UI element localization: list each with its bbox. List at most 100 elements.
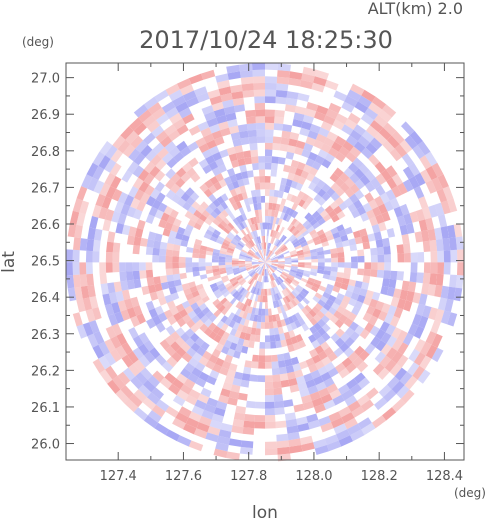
radar-cell: [257, 267, 262, 274]
radar-cell: [252, 69, 265, 77]
radar-cell: [352, 286, 362, 295]
radar-cell: [397, 182, 408, 195]
radar-cell: [278, 204, 285, 213]
radar-cell: [293, 288, 300, 296]
radar-cell: [225, 266, 233, 271]
radar-cell: [375, 239, 384, 248]
radar-cell: [165, 249, 173, 257]
radar-cell: [297, 422, 310, 432]
radar-cell: [272, 216, 277, 224]
radar-cell: [138, 109, 152, 123]
radar-cell: [154, 422, 169, 436]
radar-cell: [290, 159, 300, 168]
radar-cell: [188, 357, 199, 368]
radar-cell: [246, 266, 253, 270]
radar-cell: [272, 374, 281, 382]
radar-cell: [231, 314, 239, 322]
radar-cell: [377, 254, 385, 263]
radar-cell: [404, 252, 411, 263]
radar-cell: [182, 201, 192, 211]
radar-cell: [288, 284, 295, 291]
radar-cell: [277, 277, 283, 284]
radar-cell: [184, 305, 194, 315]
radar-cell: [372, 308, 382, 319]
radar-cell: [386, 347, 398, 360]
radar-cell: [277, 257, 285, 260]
radar-cell: [190, 172, 201, 183]
radar-cell: [302, 400, 314, 411]
radar-cell: [290, 322, 298, 330]
radar-cell: [200, 201, 209, 210]
radar-cell: [281, 130, 291, 139]
radar-cell: [291, 280, 299, 287]
radar-cell: [214, 136, 225, 146]
radar-cell: [335, 276, 344, 284]
radar-cell: [274, 279, 280, 286]
radar-cell: [311, 285, 319, 293]
radar-cell: [206, 139, 217, 150]
radar-cell: [249, 334, 256, 342]
radar-cell: [287, 344, 295, 353]
radar-cell: [261, 242, 264, 250]
radar-cell: [261, 262, 265, 269]
radar-cell: [158, 296, 167, 306]
radar-cell: [297, 92, 310, 102]
radar-cell: [252, 287, 257, 294]
radar-cell: [242, 177, 250, 186]
radar-cell: [105, 365, 118, 380]
radar-cell: [278, 366, 287, 375]
radar-cell: [301, 307, 309, 316]
radar-cell: [290, 194, 298, 203]
radar-cell: [280, 339, 288, 348]
radar-cell: [281, 272, 288, 278]
radar-cell: [235, 234, 242, 241]
radar-cell: [391, 186, 402, 198]
radar-cell: [247, 241, 253, 248]
radar-cell: [422, 305, 432, 318]
radar-cell: [243, 198, 250, 206]
radar-cell: [388, 278, 397, 289]
radar-cell: [274, 248, 280, 254]
radar-cell: [273, 272, 279, 279]
radar-cell: [383, 270, 391, 279]
radar-cell: [109, 348, 122, 363]
radar-cell: [267, 216, 272, 223]
radar-cell: [402, 333, 414, 346]
radar-cell: [175, 347, 187, 358]
radar-cell: [138, 343, 150, 356]
radar-cell: [277, 218, 283, 226]
radar-cell: [271, 162, 278, 171]
radar-cell: [299, 290, 308, 298]
radar-cell: [150, 154, 162, 166]
radar-cell: [230, 84, 243, 93]
radar-cell: [111, 211, 121, 223]
radar-cell: [172, 256, 179, 263]
radar-cell: [271, 287, 276, 295]
radar-cell: [254, 266, 260, 272]
radar-cell: [269, 267, 274, 273]
radar-cell: [185, 337, 195, 348]
radar-cell: [450, 249, 458, 263]
radar-cell: [285, 97, 298, 106]
radar-cell: [266, 275, 269, 283]
radar-cell: [117, 371, 131, 386]
radar-cell: [232, 378, 242, 387]
radar-cell: [220, 127, 231, 137]
radar-cell: [187, 310, 197, 320]
radar-cell: [241, 373, 251, 381]
radar-cell: [259, 262, 265, 267]
radar-cell: [193, 222, 202, 231]
radar-cell: [244, 414, 255, 422]
radar-cell: [178, 256, 186, 263]
radar-cell: [226, 234, 234, 241]
radar-cell: [301, 121, 312, 131]
radar-cell: [330, 266, 338, 272]
radar-cell: [329, 172, 340, 183]
radar-cell: [285, 178, 293, 187]
radar-cell: [237, 124, 248, 132]
radar-cell: [293, 229, 300, 237]
radar-cell: [336, 292, 345, 301]
radar-cell: [404, 375, 418, 390]
radar-cell: [104, 209, 115, 222]
radar-cell: [164, 221, 174, 231]
